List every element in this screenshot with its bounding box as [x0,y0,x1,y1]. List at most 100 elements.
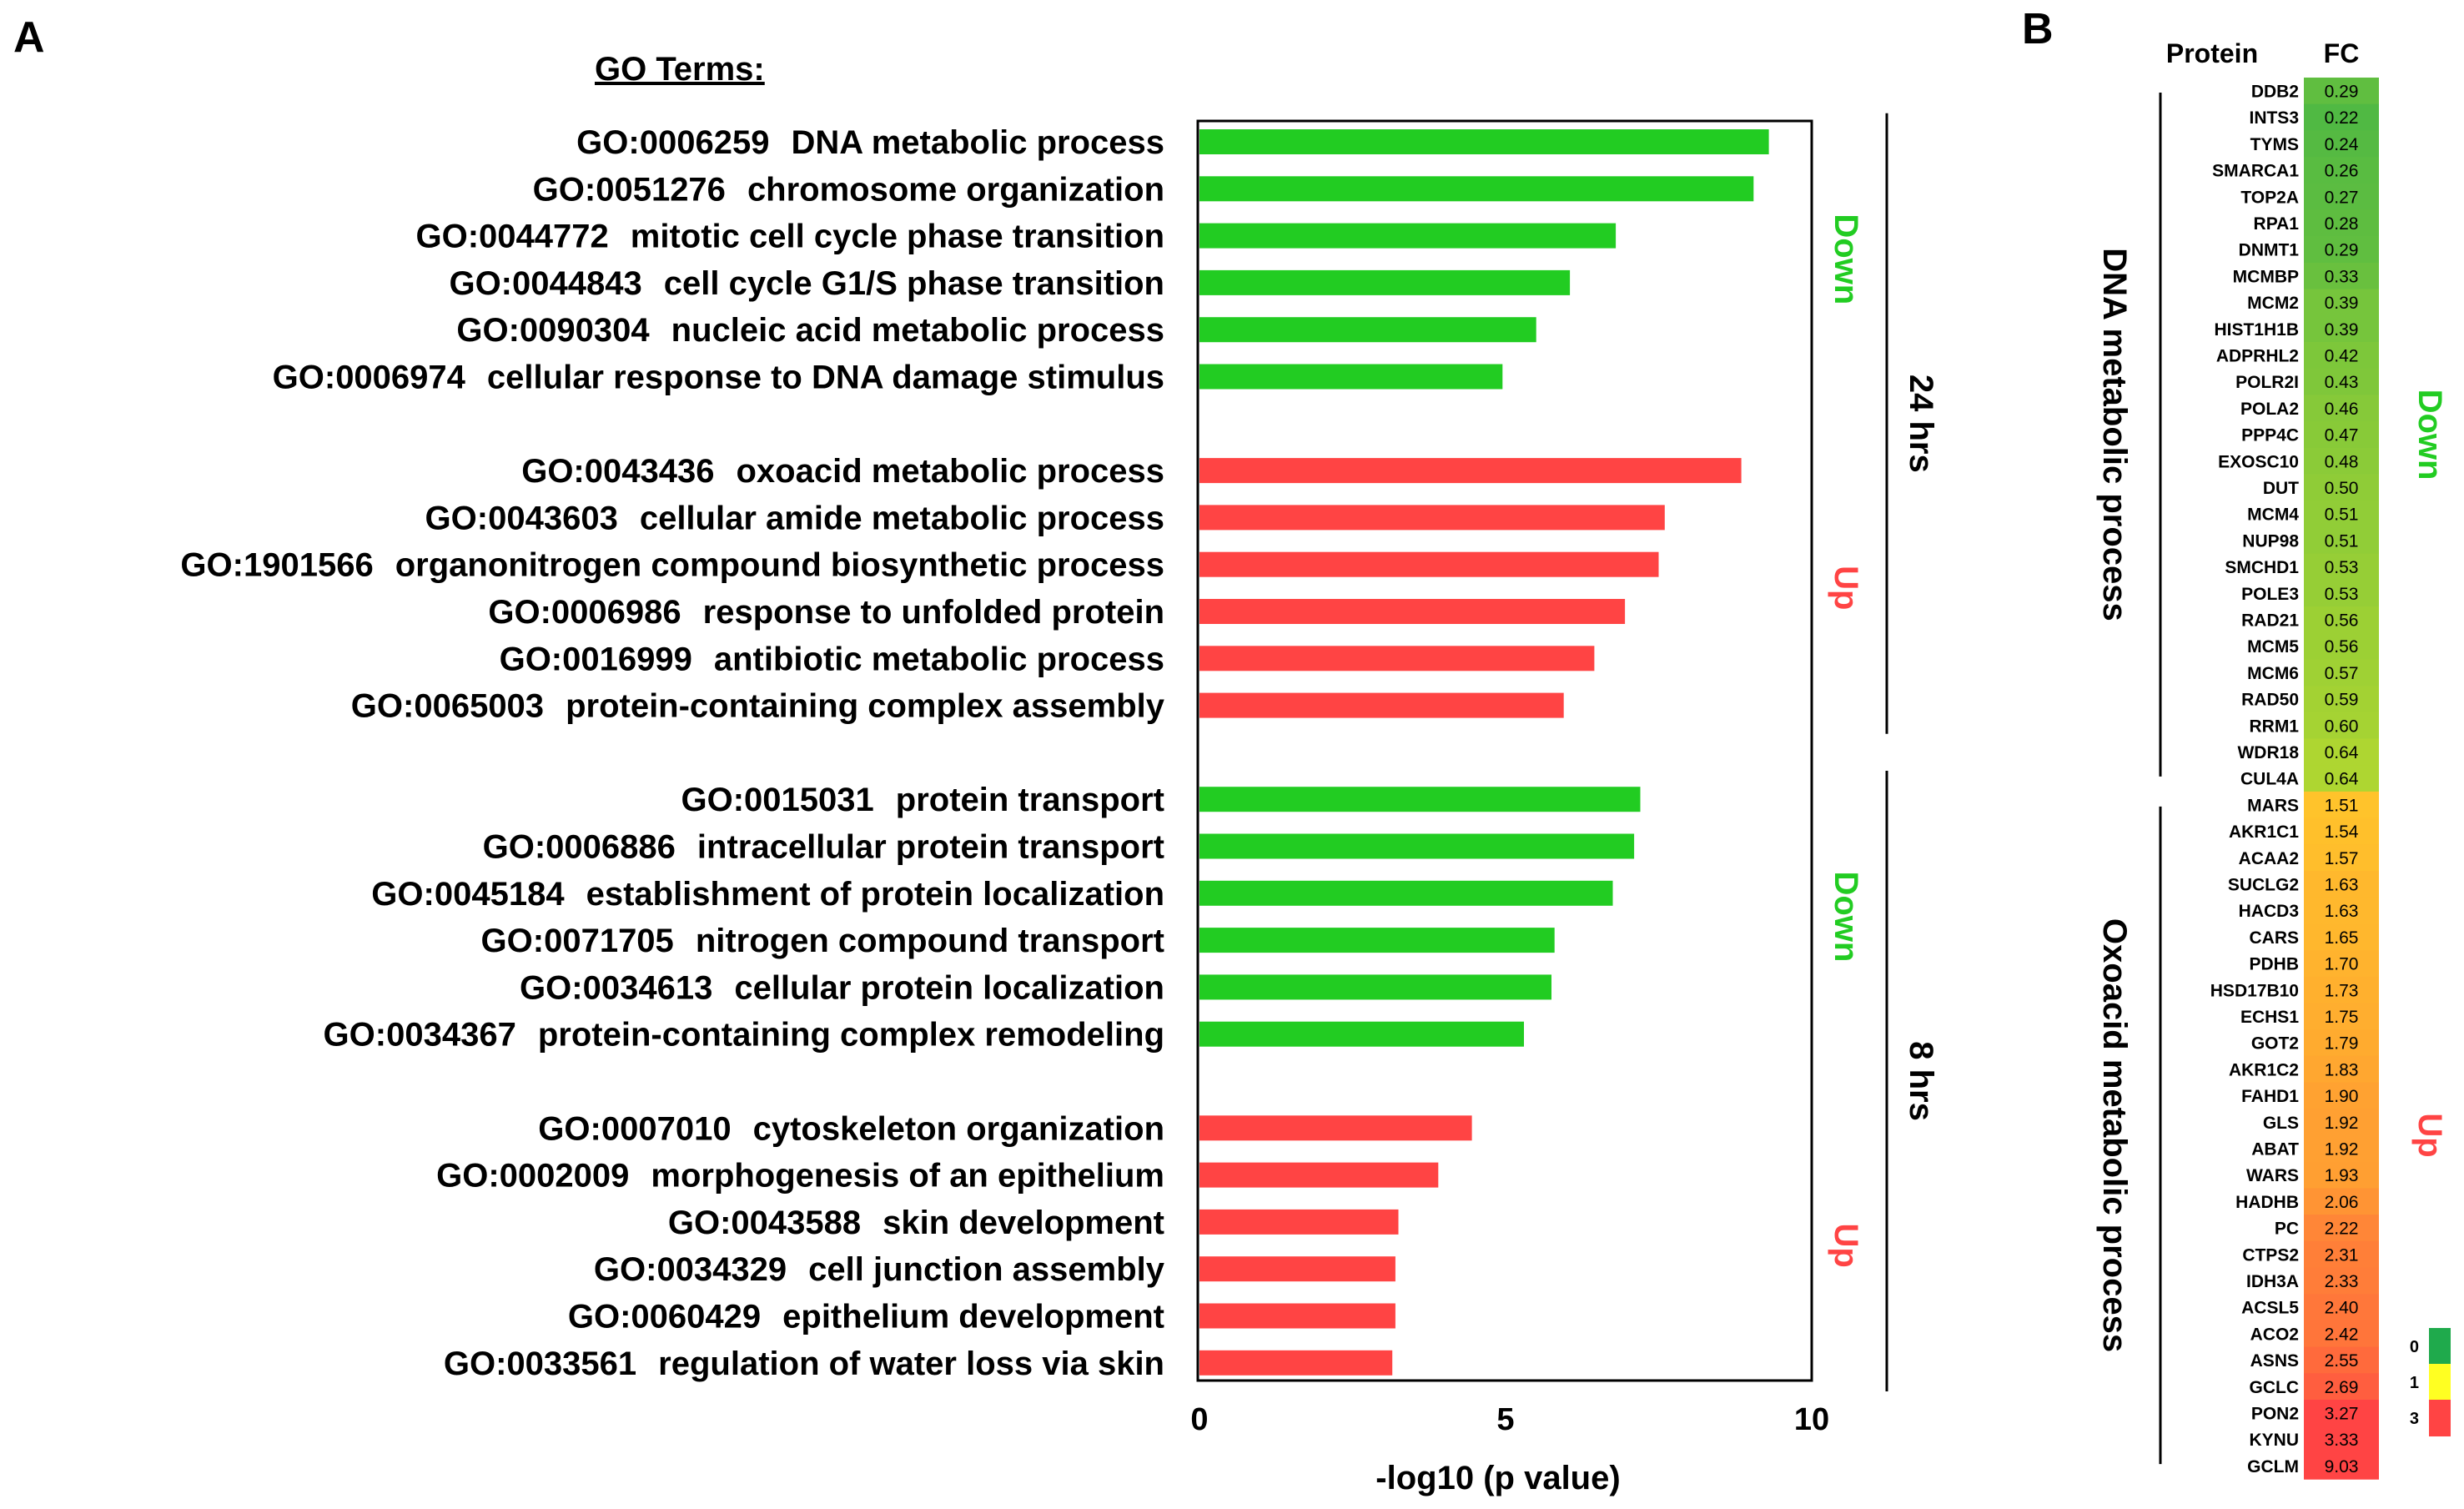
protein-name: ASNS [2250,1351,2299,1371]
go-term-label: GO:0043588 skin development [668,1205,1164,1241]
fc-value: 0.48 [2325,452,2359,471]
bar-group: GO:0006259 DNA metabolic process GO:005127… [180,124,1769,1382]
fc-value: 0.64 [2325,770,2359,789]
protein-name: ECHS1 [2240,1008,2299,1027]
protein-name: WARS [2246,1166,2299,1185]
protein-name: DDB2 [2251,83,2299,102]
direction-label: Up [1828,566,1864,610]
panel-b-label: B [2022,5,2054,53]
time-label: 8 hrs [1903,1041,1939,1121]
fc-value: 2.69 [2325,1378,2359,1397]
go-term-name: protein transport [896,782,1164,818]
protein-name: CARS [2249,928,2299,948]
heatmap-cell [2304,817,2379,845]
direction-label: Down [1828,214,1864,304]
go-term-id: GO:0043436 [521,453,714,490]
heatmap-cell [2304,1003,2379,1030]
fc-value: 1.93 [2325,1166,2359,1185]
heatmap-cell [2304,289,2379,316]
go-term-name: DNA metabolic process [791,124,1164,161]
heatmap-cell [2304,1426,2379,1453]
x-axis-label: -log10 (p value) [1375,1460,1620,1496]
bar [1199,928,1555,953]
go-term-id: GO:0044772 [416,219,609,255]
legend-tick: 1 [2410,1374,2419,1392]
fc-value: 3.27 [2325,1405,2359,1424]
heatmap-cell [2304,1320,2379,1348]
protein-name: MARS [2247,796,2299,815]
fc-value: 2.42 [2325,1325,2359,1344]
fc-value: 0.39 [2325,294,2359,313]
legend-tick: 3 [2410,1410,2419,1428]
bar [1199,692,1564,718]
go-term-name: antibiotic metabolic process [714,641,1164,677]
go-term-name: cell cycle G1/S phase transition [664,265,1164,302]
protein-name: POLR2I [2235,373,2299,392]
fc-value: 1.92 [2325,1114,2359,1133]
heatmap-cell [2304,236,2379,264]
bar [1199,880,1613,906]
go-term-id: GO:0060429 [568,1299,761,1335]
protein-name: ABAT [2251,1140,2299,1159]
go-term-name: cytoskeleton organization [753,1110,1164,1147]
go-term-name: epithelium development [782,1299,1164,1335]
go-term-label: GO:0043436 oxoacid metabolic process [521,453,1164,490]
fc-value: 1.70 [2325,955,2359,974]
heatmap-cell [2304,1373,2379,1401]
go-term-id: GO:1901566 [180,547,373,584]
go-term-id: GO:0065003 [351,688,544,725]
chart-title: GO Terms: [595,51,765,88]
fc-value: 1.65 [2325,928,2359,948]
go-term-id: GO:0033561 [444,1346,636,1382]
go-term-id: GO:0044843 [449,265,641,302]
heatmap-cell [2304,791,2379,819]
panel-a-label: A [13,13,45,62]
protein-name: KYNU [2249,1431,2299,1450]
heatmap-cell [2304,103,2379,131]
go-term-name: cell junction assembly [808,1251,1165,1288]
bar [1199,787,1641,812]
go-term-id: GO:0051276 [533,171,726,208]
go-term-label: GO:0045184 establishment of protein local… [371,876,1164,913]
bar [1199,599,1626,624]
protein-name: HADHB [2235,1193,2299,1212]
x-axis: 0 5 10 [1190,1402,1829,1437]
fc-value: 0.56 [2325,637,2359,656]
heatmap-cell [2304,897,2379,924]
x-tick-label: 0 [1190,1402,1208,1437]
go-term-label: GO:0006886 intracellular protein transpor… [483,829,1164,866]
protein-name: CUL4A [2240,770,2299,789]
heatmap-cell [2304,315,2379,343]
bar [1199,364,1503,390]
heatmap-cell [2304,1135,2379,1163]
protein-name: CTPS2 [2242,1245,2299,1265]
heatmap-cell [2304,1240,2379,1269]
heatmap-cell [2304,712,2379,740]
fc-value: 3.33 [2325,1431,2359,1450]
go-term-id: GO:0090304 [456,312,650,349]
heatmap-cell [2304,1082,2379,1109]
fc-value: 0.43 [2325,373,2359,392]
heatmap-cell [2304,1188,2379,1215]
protein-column-header: Protein [2166,38,2258,68]
fc-value: 0.50 [2325,479,2359,498]
go-term-name: cellular response to DNA damage stimulus [487,360,1164,396]
fc-value: 2.40 [2325,1299,2359,1318]
direction-label: Down [1828,871,1864,962]
heatmap-cell [2304,209,2379,237]
fc-value: 0.29 [2325,83,2359,102]
go-term-name: chromosome organization [747,171,1164,208]
bar [1199,1303,1395,1329]
go-term-name: protein-containing complex assembly [566,688,1165,725]
go-term-name: cellular protein localization [734,969,1164,1006]
heatmap-cell [2304,500,2379,528]
bar [1199,317,1536,343]
bar [1199,129,1769,154]
protein-name: PDHB [2249,955,2299,974]
bar [1199,1209,1399,1235]
protein-name: EXOSC10 [2218,452,2299,471]
protein-name: HACD3 [2239,902,2299,921]
protein-name: TYMS [2250,135,2299,154]
heatmap-cell [2304,1215,2379,1242]
process-label: Oxoacid metabolic process [2096,918,2133,1352]
